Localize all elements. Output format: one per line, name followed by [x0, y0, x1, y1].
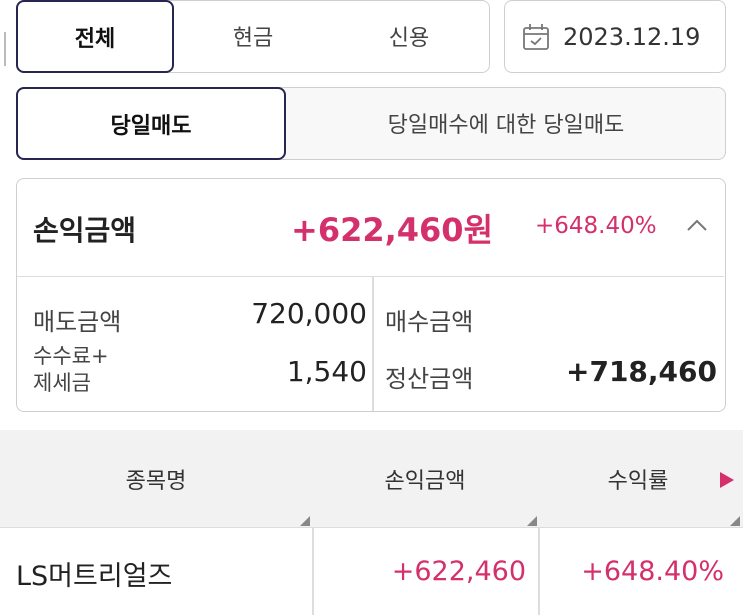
- tab-credit[interactable]: 신용: [388, 26, 430, 51]
- stock-name: LS머트리얼즈: [16, 561, 173, 592]
- column-divider: [312, 528, 314, 615]
- table-row[interactable]: LS머트리얼즈 +622,460 +648.40%: [0, 528, 743, 615]
- column-resize-corner: [527, 516, 537, 526]
- settle-value: +718,460: [566, 355, 717, 388]
- buy-amount-label: 매수금액: [385, 308, 474, 336]
- date-value: 2023.12.19: [563, 22, 701, 51]
- column-header-profit[interactable]: 손익금액: [384, 469, 466, 494]
- tab-same-day-sell[interactable]: 당일매도: [16, 87, 286, 160]
- summary-header[interactable]: 손익금액 +622,460원 +648.40%: [17, 179, 724, 277]
- column-header-rate[interactable]: 수익률: [607, 469, 669, 494]
- row-rate: +648.40%: [581, 556, 724, 587]
- scroll-right-icon[interactable]: [718, 470, 736, 490]
- row-profit: +622,460: [391, 556, 526, 587]
- filter-segment: 전체 현금 신용: [16, 0, 490, 73]
- calendar-icon: [521, 22, 551, 52]
- column-divider: [538, 528, 540, 615]
- profit-title: 손익금액: [33, 214, 137, 247]
- summary-divider: [372, 277, 374, 411]
- profit-amount: +622,460원: [291, 211, 494, 249]
- summary-card: 손익금액 +622,460원 +648.40% 매도금액 720,000 수수료…: [16, 178, 726, 412]
- chevron-up-icon[interactable]: [685, 217, 709, 233]
- sell-type-segment: 당일매도 당일매수에 대한 당일매도: [16, 87, 726, 160]
- scroll-handle[interactable]: [4, 32, 6, 66]
- tab-same-day-buy-sell[interactable]: 당일매수에 대한 당일매도: [387, 113, 625, 138]
- fee-value: 1,540: [286, 355, 367, 388]
- sell-amount-label: 매도금액: [33, 308, 122, 336]
- column-header-name[interactable]: 종목명: [125, 469, 187, 494]
- sell-amount-value: 720,000: [251, 297, 367, 330]
- fee-label: 수수료+ 제세금: [33, 344, 109, 395]
- column-resize-corner: [300, 516, 310, 526]
- table-header: 종목명 손익금액 수익률: [0, 430, 743, 528]
- column-resize-corner: [730, 516, 740, 526]
- tab-cash[interactable]: 현금: [232, 26, 274, 51]
- tab-all[interactable]: 전체: [16, 0, 174, 73]
- date-picker[interactable]: 2023.12.19: [504, 0, 726, 73]
- profit-rate: +648.40%: [535, 213, 657, 239]
- settle-label: 정산금액: [385, 365, 474, 393]
